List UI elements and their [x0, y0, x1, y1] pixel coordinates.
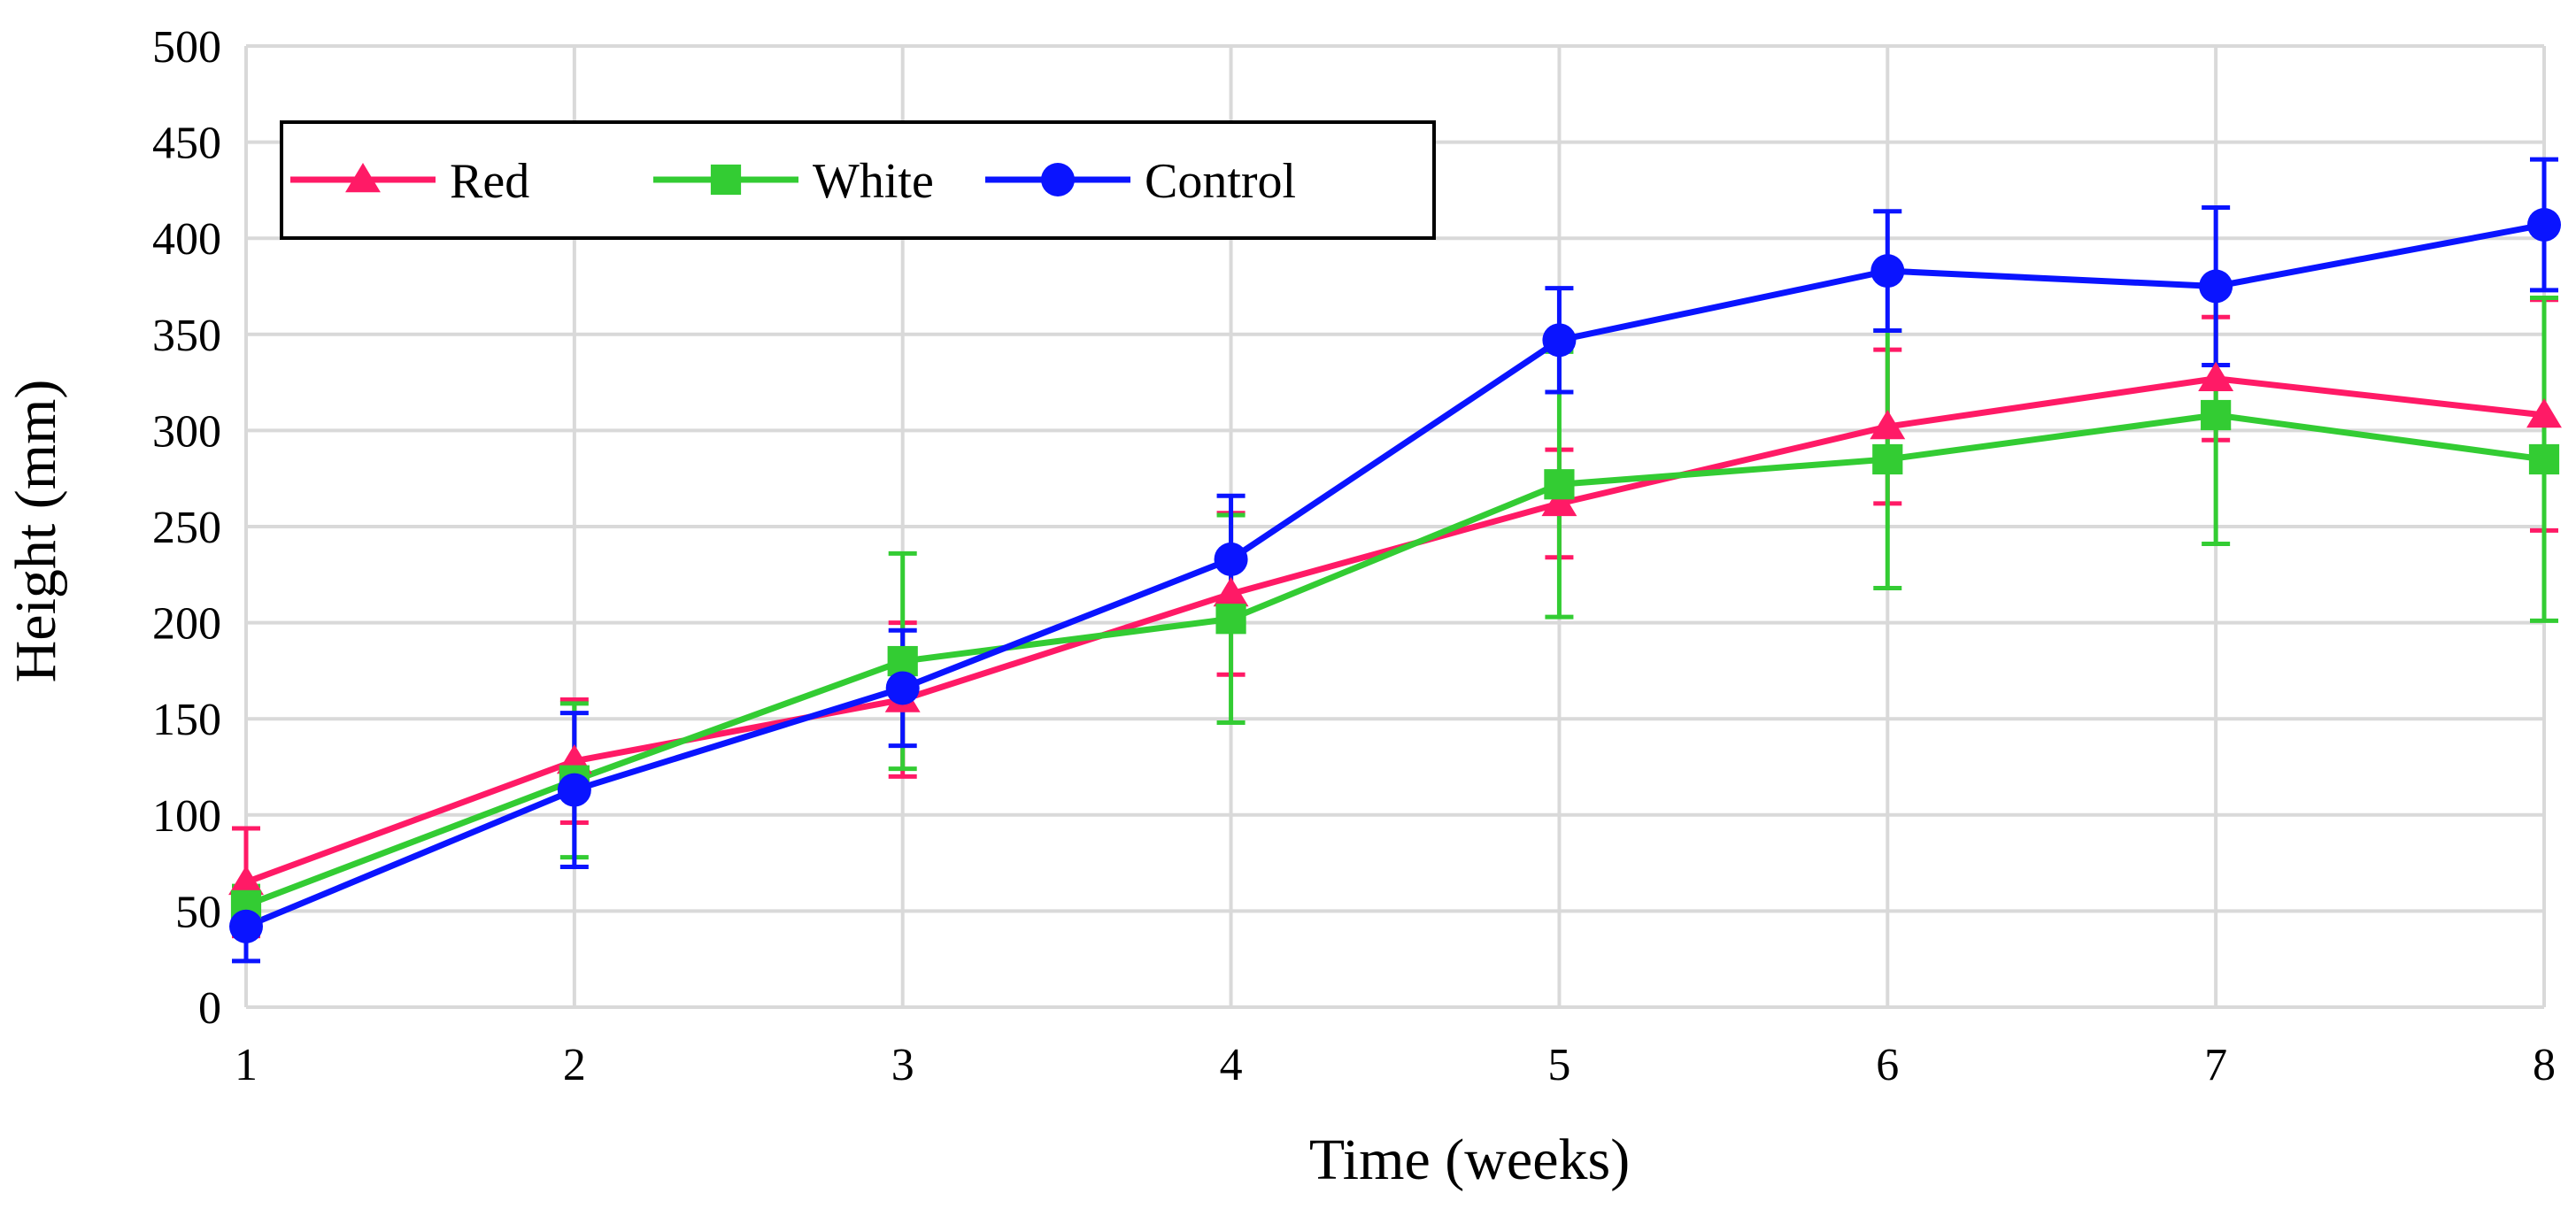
- data-point-triangle: [1541, 486, 1577, 517]
- series-markers: [228, 207, 2562, 943]
- data-point-square: [1544, 469, 1575, 500]
- series-line-white: [244, 412, 2545, 909]
- x-tick-label: 4: [1220, 1040, 1243, 1090]
- data-point-triangle: [1870, 410, 1906, 440]
- data-point-circle: [1041, 163, 1075, 196]
- y-tick-label: 300: [152, 406, 221, 457]
- data-point-square: [2528, 443, 2560, 475]
- legend-items: Red White Control: [290, 154, 1296, 209]
- y-axis-label: Height (mm): [4, 380, 68, 683]
- data-point-circle: [1870, 254, 1905, 289]
- x-tick-label: 5: [1547, 1040, 1570, 1090]
- y-tick-label: 0: [198, 983, 221, 1034]
- data-point-triangle: [345, 163, 381, 193]
- series-line-red: [244, 375, 2545, 886]
- y-tick-label: 150: [152, 695, 221, 745]
- legend-label-control: Control: [1145, 154, 1296, 209]
- legend: Red White Control: [280, 120, 1436, 240]
- x-tick-label: 2: [563, 1040, 586, 1090]
- data-point-circle: [1542, 323, 1577, 358]
- legend-label-white: White: [813, 154, 934, 209]
- data-point-circle: [885, 671, 920, 705]
- data-point-square: [887, 645, 918, 677]
- data-point-square: [1215, 604, 1246, 635]
- data-point-triangle: [1213, 577, 1249, 607]
- data-point-circle: [229, 909, 263, 943]
- data-point-triangle: [228, 865, 264, 896]
- data-point-square: [1872, 443, 1903, 475]
- x-tick-label: 7: [2204, 1040, 2227, 1090]
- x-tick-label: 1: [235, 1040, 258, 1090]
- y-tick-label: 200: [152, 599, 221, 650]
- y-tick-label: 100: [152, 791, 221, 842]
- x-tick-label: 6: [1876, 1040, 1899, 1090]
- y-tick-label: 350: [152, 311, 221, 361]
- legend-box: [280, 120, 1436, 240]
- series-line-control: [244, 221, 2545, 930]
- y-tick-label: 450: [152, 119, 221, 169]
- y-tick-label: 50: [175, 887, 221, 937]
- x-tick-label: 8: [2533, 1040, 2556, 1090]
- data-point-square: [710, 164, 742, 196]
- data-point-circle: [1214, 542, 1248, 576]
- data-point-circle: [2527, 207, 2561, 242]
- x-axis-label: Time (weeks): [1309, 1128, 1630, 1192]
- data-point-circle: [557, 773, 591, 807]
- data-point-triangle: [2198, 361, 2234, 392]
- y-tick-label: 400: [152, 214, 221, 265]
- data-point-square: [2201, 399, 2232, 431]
- data-point-circle: [2199, 269, 2233, 304]
- y-tick-label: 500: [152, 22, 221, 73]
- series-lines: [244, 221, 2545, 930]
- legend-label-red: Red: [450, 154, 529, 209]
- x-tick-label: 3: [891, 1040, 914, 1090]
- tick-labels: 0 50 100 150 200 250 300 350 400 450 500 1 2 3 4 5 6 7 8: [152, 22, 2556, 1090]
- data-point-triangle: [2526, 398, 2562, 428]
- y-tick-label: 250: [152, 503, 221, 553]
